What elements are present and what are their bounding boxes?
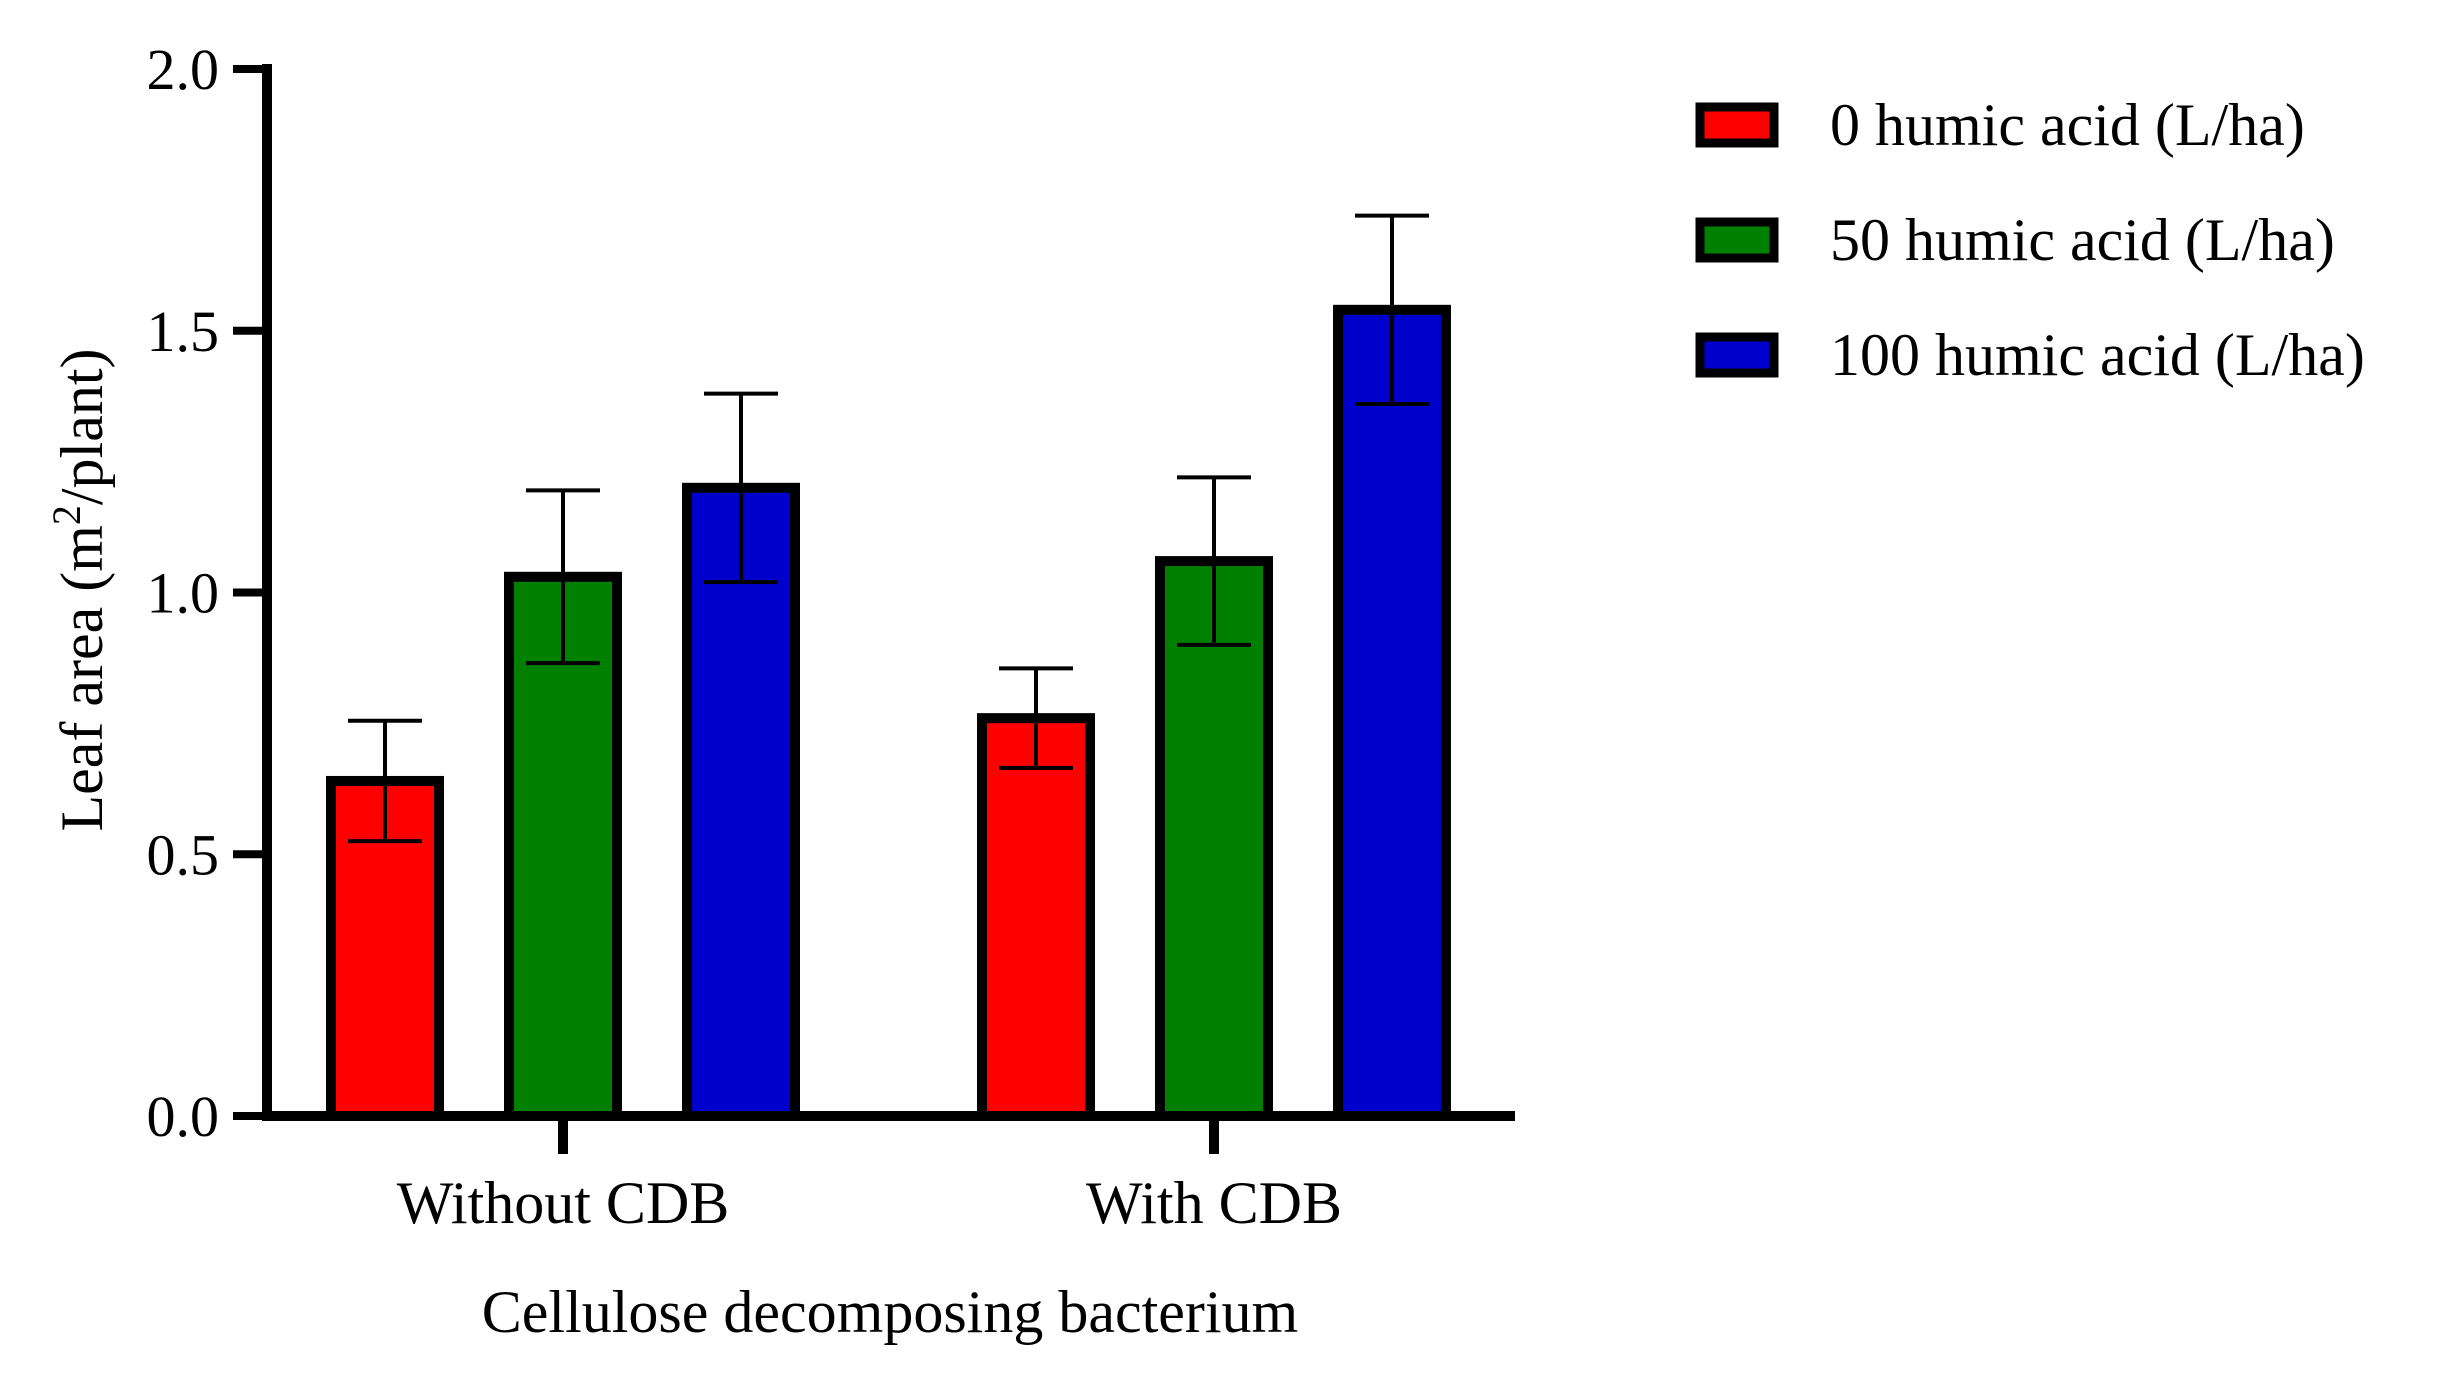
legend-swatch-0 [1695, 102, 1779, 148]
y-tick-label-0: 0.0 [147, 1084, 220, 1149]
legend: 0 humic acid (L/ha) 50 humic acid (L/ha) 1… [1695, 92, 2365, 388]
bar-1-1 [1155, 556, 1273, 1121]
y-axis-title-prefix: Leaf area (m [49, 525, 115, 831]
x-tick-label-0: Without CDB [397, 1170, 730, 1236]
x-axis-title: Cellulose decomposing bacterium [482, 1279, 1298, 1345]
bars-layer [326, 213, 1451, 1122]
y-tick-label-4: 2.0 [147, 37, 220, 102]
y-tick-label-2: 1.0 [147, 561, 220, 626]
legend-label-1: 50 humic acid (L/ha) [1830, 207, 2335, 273]
bar-0-1 [977, 713, 1095, 1121]
bar-2-1 [1333, 304, 1451, 1121]
y-axis-title: Leaf area (m2/plant) [44, 348, 115, 831]
y-tick-label-1: 0.5 [147, 822, 220, 887]
x-tick-label-1: With CDB [1086, 1170, 1342, 1236]
legend-label-2: 100 humic acid (L/ha) [1830, 322, 2365, 388]
y-axis-title-superscript: 2 [44, 505, 89, 525]
y-axis-title-suffix: /plant) [49, 348, 115, 505]
legend-swatch-2 [1695, 332, 1779, 378]
axes-layer: 0.0 0.5 1.0 1.5 2.0 Without CDB With CDB [147, 37, 1515, 1236]
y-tick-label-3: 1.5 [147, 299, 220, 364]
legend-swatch-1 [1695, 217, 1779, 263]
legend-label-0: 0 humic acid (L/ha) [1830, 92, 2305, 158]
